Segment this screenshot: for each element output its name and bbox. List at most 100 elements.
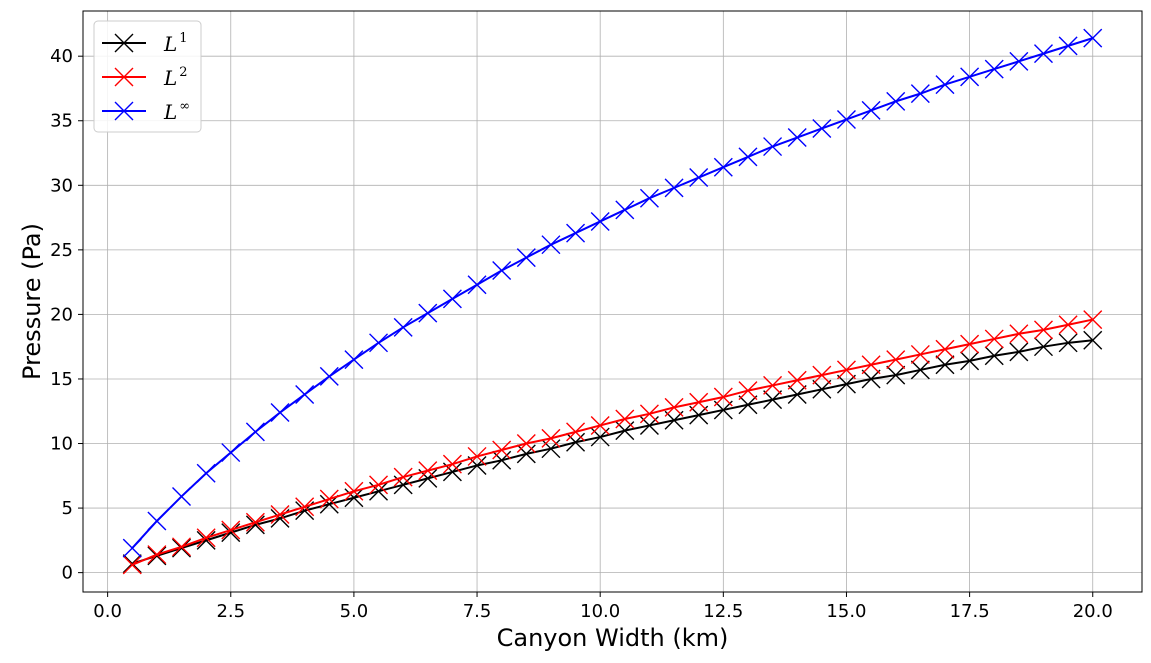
data-point-marker — [886, 365, 906, 385]
data-point-marker — [147, 511, 167, 531]
data-point-marker — [566, 223, 586, 243]
legend-label-base: L — [163, 32, 177, 56]
data-point-marker — [1058, 315, 1078, 335]
data-point-marker — [172, 486, 192, 506]
data-point-marker — [442, 454, 462, 474]
data-point-marker — [1009, 324, 1029, 344]
data-point-marker — [442, 289, 462, 309]
legend-label: L ∞ — [163, 99, 190, 124]
data-point-marker — [935, 355, 955, 375]
y-tick-label: 5 — [62, 498, 73, 519]
data-point-marker — [270, 505, 290, 525]
data-point-marker — [787, 370, 807, 390]
y-tick-label: 20 — [50, 304, 73, 325]
data-point-marker — [763, 390, 783, 410]
data-point-marker — [935, 75, 955, 95]
series-line — [131, 318, 1093, 566]
data-point-marker — [516, 444, 536, 464]
plot-area-frame — [82, 10, 1143, 593]
x-tick-label: 17.5 — [950, 601, 990, 622]
data-point-marker — [122, 555, 142, 575]
data-point-marker — [861, 355, 881, 375]
data-point-marker — [689, 392, 709, 412]
series-2 — [122, 310, 1103, 575]
data-point-marker — [763, 375, 783, 395]
data-point-marker — [984, 59, 1004, 79]
x-tick-label: 15.0 — [826, 601, 866, 622]
y-tick-label: 15 — [50, 369, 73, 390]
data-point-marker — [639, 188, 659, 208]
x-axis-label: Canyon Width (km) — [497, 624, 729, 652]
x-tick-label: 0.0 — [93, 601, 122, 622]
y-tick-label: 0 — [62, 563, 73, 584]
data-point-marker — [541, 235, 561, 255]
data-point-marker — [122, 538, 142, 558]
data-point-marker — [886, 350, 906, 370]
data-point-marker — [147, 546, 167, 566]
data-point-marker — [245, 515, 265, 535]
data-point-marker — [295, 384, 315, 404]
data-point-marker — [984, 346, 1004, 366]
data-point-marker — [960, 351, 980, 371]
data-point-marker — [1058, 36, 1078, 56]
data-point-marker — [369, 475, 389, 495]
data-point-marker — [713, 157, 733, 177]
data-point-marker — [664, 397, 684, 417]
y-axis-label: Pressure (Pa) — [18, 223, 46, 380]
y-tick-label: 35 — [50, 111, 73, 132]
data-point-marker — [713, 387, 733, 407]
data-point-marker — [836, 109, 856, 129]
data-point-marker — [221, 443, 241, 463]
data-point-marker — [418, 303, 438, 323]
data-point-marker — [369, 481, 389, 501]
data-point-marker — [344, 488, 364, 508]
x-tick-label: 10.0 — [580, 601, 620, 622]
data-point-marker — [295, 497, 315, 517]
y-tick-label: 10 — [50, 434, 73, 455]
data-point-marker — [344, 350, 364, 370]
data-point-marker — [467, 455, 487, 475]
legend-label-superscript: 1 — [179, 31, 187, 46]
data-point-marker — [861, 100, 881, 120]
legend-label-superscript: 2 — [179, 65, 187, 80]
data-point-marker — [196, 530, 216, 550]
data-point-marker — [960, 67, 980, 87]
legend-marker — [114, 33, 134, 53]
data-point-marker — [984, 329, 1004, 349]
data-point-marker — [1083, 330, 1103, 350]
data-point-marker — [738, 395, 758, 415]
data-point-marker — [812, 379, 832, 399]
data-point-marker — [541, 428, 561, 448]
grid — [83, 11, 1142, 592]
data-point-marker — [245, 422, 265, 442]
x-tick-label: 12.5 — [703, 601, 743, 622]
y-tick-label: 30 — [50, 175, 73, 196]
data-point-marker — [812, 118, 832, 138]
data-point-marker — [245, 512, 265, 532]
series-1 — [122, 330, 1103, 574]
legend: L 1L 2L ∞ — [93, 20, 202, 133]
data-point-marker — [615, 409, 635, 429]
data-point-marker — [1009, 342, 1029, 362]
data-point-marker — [1033, 320, 1053, 340]
data-point-marker — [418, 461, 438, 481]
data-point-marker — [369, 333, 389, 353]
legend-marker — [114, 101, 134, 121]
data-point-marker — [172, 537, 192, 557]
data-point-marker — [492, 440, 512, 460]
legend-label-base: L — [163, 100, 177, 124]
data-point-marker — [689, 168, 709, 188]
data-point-marker — [910, 360, 930, 380]
legend-label-base: L — [163, 66, 177, 90]
data-point-marker — [221, 520, 241, 540]
x-tick-label: 5.0 — [340, 601, 369, 622]
data-point-marker — [836, 374, 856, 394]
data-point-marker — [1033, 44, 1053, 64]
data-point-marker — [147, 545, 167, 565]
data-point-marker — [393, 317, 413, 337]
data-point-marker — [172, 538, 192, 558]
legend-box — [93, 20, 202, 133]
